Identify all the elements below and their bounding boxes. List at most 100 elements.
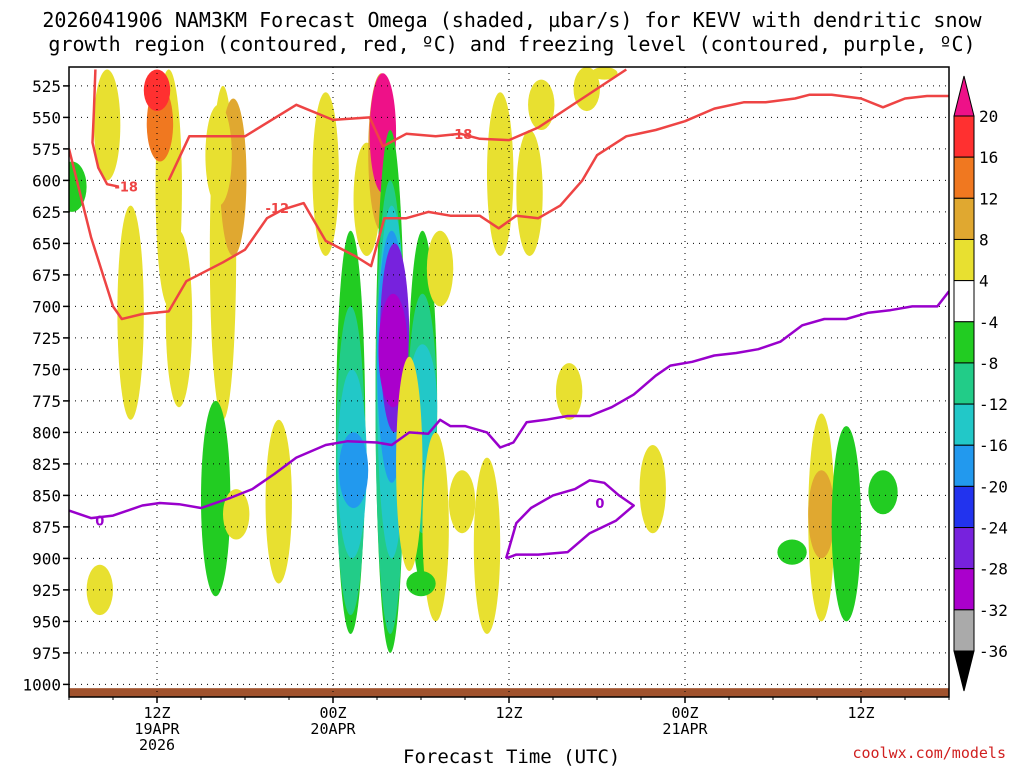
colorbar-label: -24 (979, 519, 1008, 538)
dgz-contour-2 (69, 93, 949, 321)
colorbar-label: -20 (979, 477, 1008, 496)
y-tick-label: 800 (32, 423, 61, 442)
x-tick-label: 12Z (495, 704, 522, 722)
omega-feature-9 (312, 92, 339, 256)
colorbar-bin (953, 403, 975, 446)
y-tick-label: 775 (32, 392, 61, 411)
ground-band (69, 688, 949, 697)
colorbar-bin (953, 321, 975, 364)
y-tick-label: 725 (32, 329, 61, 348)
y-tick-label: 700 (32, 297, 61, 316)
omega-feature-42 (639, 445, 666, 534)
omega-feature-3 (143, 69, 171, 112)
y-tick-label: 925 (32, 581, 61, 600)
x-tick-label: 12Z (847, 704, 874, 722)
omega-feature-38 (223, 489, 250, 540)
colorbar-label: -32 (979, 601, 1008, 620)
y-tick-label: 750 (32, 360, 61, 379)
omega-feature-15 (528, 79, 555, 130)
x-tick-label: 12Z (143, 704, 170, 722)
omega-feature-47 (777, 539, 807, 565)
y-tick-label: 900 (32, 549, 61, 568)
colorbar-label: -28 (979, 560, 1008, 579)
y-tick-label: 850 (32, 486, 61, 505)
y-tick-label: 525 (32, 77, 61, 96)
omega-feature-7 (165, 230, 193, 408)
omega-feature-48 (406, 571, 436, 597)
colorbar-bin (953, 280, 975, 323)
colorbar-label: 20 (979, 107, 998, 126)
y-axis: 525 550 575 600 625 650 675 700 725 750 775 800 825 8… (22, 77, 69, 694)
colorbar-label: -16 (979, 436, 1008, 455)
y-tick-label: 650 (32, 234, 61, 253)
colorbar-label: 16 (979, 148, 998, 167)
colorbar-bin (953, 238, 975, 282)
y-tick-label: 825 (32, 455, 61, 474)
contours: -18 -18 -12 0 0 (69, 68, 949, 560)
y-tick-label: 875 (32, 518, 61, 537)
title-line-1: 2026041906 NAM3KM Forecast Omega (shaded… (42, 8, 982, 32)
y-tick-label: 575 (32, 140, 61, 159)
omega-feature-35 (473, 457, 501, 634)
colorbar-bin (953, 115, 975, 158)
colorbar-bin (953, 485, 975, 529)
omega-feature-45 (831, 426, 861, 622)
colorbar-label: 8 (979, 230, 989, 249)
dgz-contour-label-2: -12 (266, 202, 290, 217)
omega-feature-13 (487, 92, 514, 256)
dgz-contour-1 (167, 68, 627, 181)
y-tick-label: 550 (32, 108, 61, 127)
omega-feature-41 (555, 363, 583, 420)
colorbar-label: 12 (979, 189, 998, 208)
y-tick-label: 675 (32, 266, 61, 285)
colorbar-bin (953, 444, 975, 487)
omega-feature-8 (117, 205, 144, 420)
omega-feature-21 (338, 432, 369, 509)
colorbar-bin (953, 362, 975, 405)
x-tick-year: 2026 (139, 736, 175, 754)
freezing-contour-1 (504, 479, 635, 560)
colorbar-label: -12 (979, 395, 1008, 414)
dgz-contour-label-1: -18 (449, 128, 473, 143)
colorbar-bin (953, 197, 975, 240)
freezing-contour-0 (69, 290, 949, 520)
omega-feature-31 (396, 356, 423, 571)
freezing-contour-label-0: 0 (95, 515, 104, 530)
omega-field (69, 67, 898, 653)
omega-feature-34 (448, 470, 476, 534)
omega-feature-17 (591, 67, 618, 80)
omega-feature-32 (426, 230, 454, 307)
omega-feature-6 (205, 104, 232, 206)
omega-feature-27 (378, 293, 408, 408)
freezing-contour-label-1: 0 (595, 497, 604, 512)
colorbar-top-arrow (953, 75, 975, 117)
y-tick-label: 975 (32, 644, 61, 663)
y-tick-label: 950 (32, 612, 61, 631)
ground-fill (69, 688, 949, 697)
colorbar: 20 16 12 8 4 -4 -8 -12 -16 -20 -24 -28 -32 -36 (953, 75, 1008, 692)
chart-title: 2026041906 NAM3KM Forecast Omega (shaded… (0, 8, 1024, 56)
colorbar-label: -8 (979, 354, 998, 373)
omega-feature-36 (201, 400, 231, 597)
colorbar-label: 4 (979, 272, 989, 291)
omega-feature-37 (265, 419, 292, 584)
colorbar-bin (953, 527, 975, 570)
colorbar-label: -36 (979, 642, 1008, 661)
y-tick-label: 1000 (22, 675, 61, 694)
x-tick-label: 00Z (671, 704, 698, 722)
y-tick-label: 625 (32, 203, 61, 222)
x-tick-date: 20APR (310, 720, 356, 738)
colorbar-bin (953, 568, 975, 611)
x-tick-date: 19APR (134, 720, 180, 738)
colorbar-label: -4 (979, 313, 998, 332)
x-tick-label: 00Z (319, 704, 346, 722)
y-tick-label: 600 (32, 171, 61, 190)
omega-feature-0 (93, 69, 121, 181)
x-tick-date: 21APR (662, 720, 708, 738)
title-line-2: growth region (contoured, red, ºC) and f… (48, 32, 976, 56)
credit-link[interactable]: coolwx.com/models (852, 744, 1006, 762)
dgz-contour-label-0: -18 (114, 181, 138, 196)
omega-feature-14 (516, 130, 543, 256)
